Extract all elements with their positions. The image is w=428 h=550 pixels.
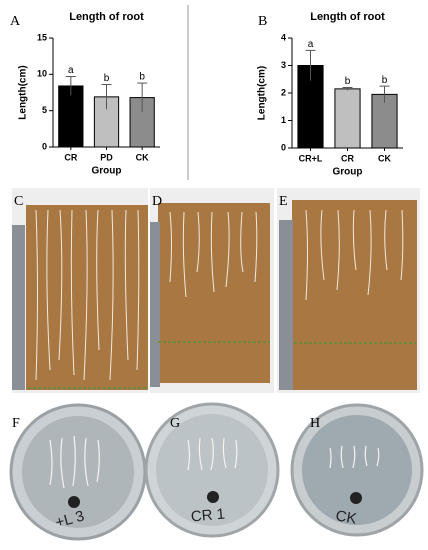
significance-letter: b [382,75,388,86]
bar [334,88,361,149]
y-tick-label: 3 [281,60,286,70]
y-tick-label: 0 [42,141,47,151]
y-tick-label: 15 [37,32,47,42]
ruler [150,222,160,387]
ruler [279,220,293,390]
bar [58,85,84,148]
paper [292,200,417,390]
dish-inner [302,415,412,525]
dish-writing: CR 1 [190,506,226,526]
x-tick-label: CK [136,152,149,162]
roots [35,209,404,381]
significance-letter: a [308,39,314,50]
significance-letter: b [104,73,110,84]
panel-label: H [310,416,320,431]
chart-title: Length of root [69,11,144,23]
y-tick-label: 5 [42,105,47,115]
significance-letter: a [68,65,74,76]
dish-writing: +L 3 [54,508,86,532]
dish-writing: CK [334,507,357,527]
x-tick-label: CR+L [299,153,323,163]
hole [68,496,80,508]
significance-letter: b [139,72,145,83]
y-tick-label: 0 [281,142,286,152]
hole [350,492,362,504]
panel-label: B [258,14,267,29]
y-axis-label: Length(cm) [18,65,29,119]
ruler [12,225,25,390]
panel-label: C [14,194,23,209]
x-axis-label: Group [333,167,363,178]
y-tick-label: 1 [281,115,286,125]
panel-label: G [170,416,180,431]
panel-label: D [152,194,162,209]
x-tick-label: PD [100,152,113,162]
y-tick-label: 4 [281,32,286,42]
panel-label: E [279,194,288,209]
y-axis-label: Length(cm) [257,66,268,120]
chart-title: Length of root [310,11,385,23]
x-axis-label: Group [92,166,122,177]
panel-label: F [12,416,20,431]
panel-label: A [10,14,21,29]
y-tick-label: 10 [37,69,47,79]
dish-inner [156,414,268,526]
x-tick-label: CR [341,153,354,163]
x-tick-label: CK [378,153,391,163]
x-tick-label: CR [64,152,77,162]
y-tick-label: 2 [281,87,286,97]
dishes [9,402,424,541]
roots [49,435,380,489]
hole [207,491,219,503]
significance-letter: b [345,76,351,87]
paper [158,203,270,383]
photo-panels [12,188,420,393]
